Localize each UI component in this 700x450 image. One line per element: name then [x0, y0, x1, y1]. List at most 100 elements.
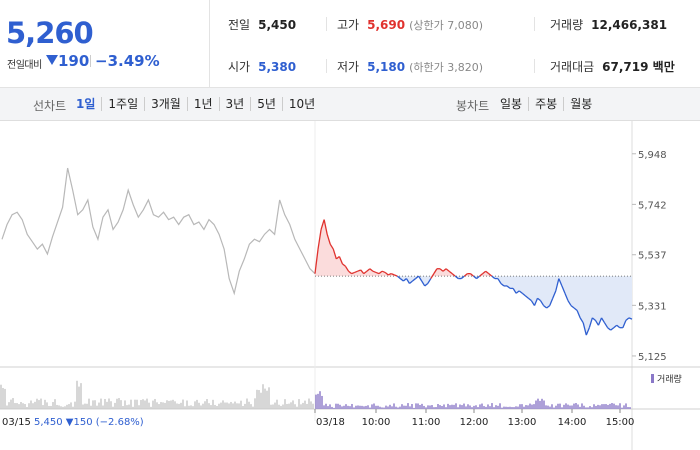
today-line-segment: [537, 297, 541, 302]
today-line-segment: [338, 256, 344, 265]
today-line-segment: [628, 317, 633, 320]
today-line-segment: [463, 273, 468, 277]
high-label: 고가: [337, 18, 360, 32]
price-chart: 5,948 5,742 5,537 5,331 5,125 거래량 03/15 5,450…: [0, 121, 700, 450]
today-line-segment: [610, 327, 615, 331]
today-line-segment: [369, 268, 374, 272]
candle-chart-title: 봉차트: [456, 99, 490, 113]
today-line-segment: [607, 327, 612, 331]
today-line-segment: [552, 290, 557, 299]
period-tab-2[interactable]: 3개월: [144, 97, 187, 111]
today-line-segment: [390, 273, 395, 276]
today-line-segment: [594, 319, 600, 326]
line-chart-title: 선차트: [33, 99, 67, 113]
today-line-segment: [470, 273, 474, 277]
period-tab-0[interactable]: 1일: [76, 97, 96, 111]
stat-divider: [326, 59, 327, 73]
today-line-segment: [412, 278, 416, 282]
x-tick-label: 15:00: [606, 417, 635, 428]
today-line-segment: [591, 317, 596, 321]
today-line-segment: [424, 282, 429, 287]
open-value: 5,380: [258, 60, 297, 74]
period-tab-6[interactable]: 10년: [281, 97, 321, 111]
today-line-segment: [454, 275, 459, 280]
today-line-segment: [521, 292, 526, 297]
today-line-segment: [482, 270, 487, 275]
high-value: 5,690: [367, 18, 406, 32]
stat-divider: [534, 17, 535, 31]
period-tab-4[interactable]: 3년: [218, 97, 251, 111]
today-line-segment: [567, 300, 572, 306]
today-line-segment: [533, 297, 539, 306]
volume-value: 12,466,381: [591, 18, 668, 32]
today-line-segment: [555, 278, 560, 292]
today-line-segment: [418, 275, 423, 282]
today-line-segment: [384, 271, 389, 276]
volume-legend-label: 거래량: [657, 373, 682, 385]
today-line-segment: [320, 219, 325, 230]
period-tab-1[interactable]: 1주일: [101, 97, 144, 111]
change-divider: [90, 55, 91, 67]
today-line-segment: [558, 278, 563, 287]
open-price: 시가 5,380: [228, 58, 296, 75]
candle-tabs: 일봉 주봉 월봉: [500, 97, 598, 111]
today-line-segment: [354, 270, 358, 274]
prev-day-line: [1, 167, 316, 296]
down-arrow-icon: [46, 55, 58, 65]
today-line-segment: [488, 273, 493, 277]
today-line-segment: [549, 297, 554, 306]
y-tick-label: 5,537: [638, 251, 667, 262]
above-prev-fill: [315, 219, 632, 277]
today-line-segment: [351, 271, 355, 275]
today-line-segment: [399, 278, 404, 282]
today-line-segment: [476, 275, 481, 280]
low-label: 저가: [337, 60, 360, 74]
today-line-segment: [604, 322, 609, 329]
today-line-segment: [405, 278, 411, 284]
today-line-segment: [524, 295, 529, 299]
today-line-segment: [588, 317, 593, 328]
today-line-segment: [360, 269, 365, 275]
volume-label: 거래량: [550, 18, 584, 32]
prev-close-summary: 5,450 ▼150 (−2.68%): [34, 417, 144, 428]
trade-amount-label: 거래대금: [550, 60, 595, 74]
y-tick-label: 5,125: [638, 352, 667, 363]
y-axis-labels: 5,948 5,742 5,537 5,331 5,125: [638, 150, 667, 363]
today-line-segment: [314, 249, 319, 274]
today-line-segment: [430, 273, 435, 279]
today-line-segment: [491, 275, 496, 280]
period-tab-5[interactable]: 5년: [250, 97, 282, 111]
y-tick-label: 5,742: [638, 200, 667, 211]
chart-period-bar: 선차트 1일 1주일 3개월 1년 3년 5년 10년 봉차트 일봉 주봉 월봉: [0, 88, 700, 121]
candle-tab-1[interactable]: 주봉: [528, 97, 563, 111]
candle-tab-2[interactable]: 월봉: [563, 97, 598, 111]
today-line-segment: [433, 268, 438, 274]
today-line-segment: [396, 275, 401, 280]
today-line-segment: [573, 307, 578, 312]
today-line-segment: [357, 269, 361, 272]
today-line-segment: [546, 305, 551, 309]
today-line-segment: [323, 219, 328, 235]
today-line-segment: [363, 270, 368, 275]
period-tab-3[interactable]: 1년: [186, 97, 219, 111]
today-line-segment: [576, 310, 581, 319]
today-line-segment: [451, 273, 456, 277]
x-tick-label: 12:00: [460, 417, 489, 428]
today-line-segment: [597, 317, 603, 326]
lower-limit: (하한가 3,820): [409, 61, 483, 74]
today-line-segment: [485, 270, 490, 275]
today-line-segment: [394, 274, 398, 277]
trade-amount: 거래대금 67,719 백만: [550, 58, 675, 75]
today-line-segment: [387, 273, 392, 276]
today-line-segment: [326, 234, 331, 245]
current-price-box: 5,260 전일대비 190 −3.49%: [0, 0, 210, 88]
today-line-segment: [600, 317, 606, 324]
candle-tab-0[interactable]: 일봉: [500, 97, 523, 111]
current-price: 5,260: [6, 16, 94, 50]
below-prev-fill: [315, 276, 632, 336]
volume-legend-swatch: [651, 374, 654, 383]
today-line-segment: [515, 290, 520, 294]
today-line-segment: [332, 248, 337, 260]
change-fill-areas: [315, 219, 632, 336]
prev-close-value: 5,450: [258, 18, 297, 32]
